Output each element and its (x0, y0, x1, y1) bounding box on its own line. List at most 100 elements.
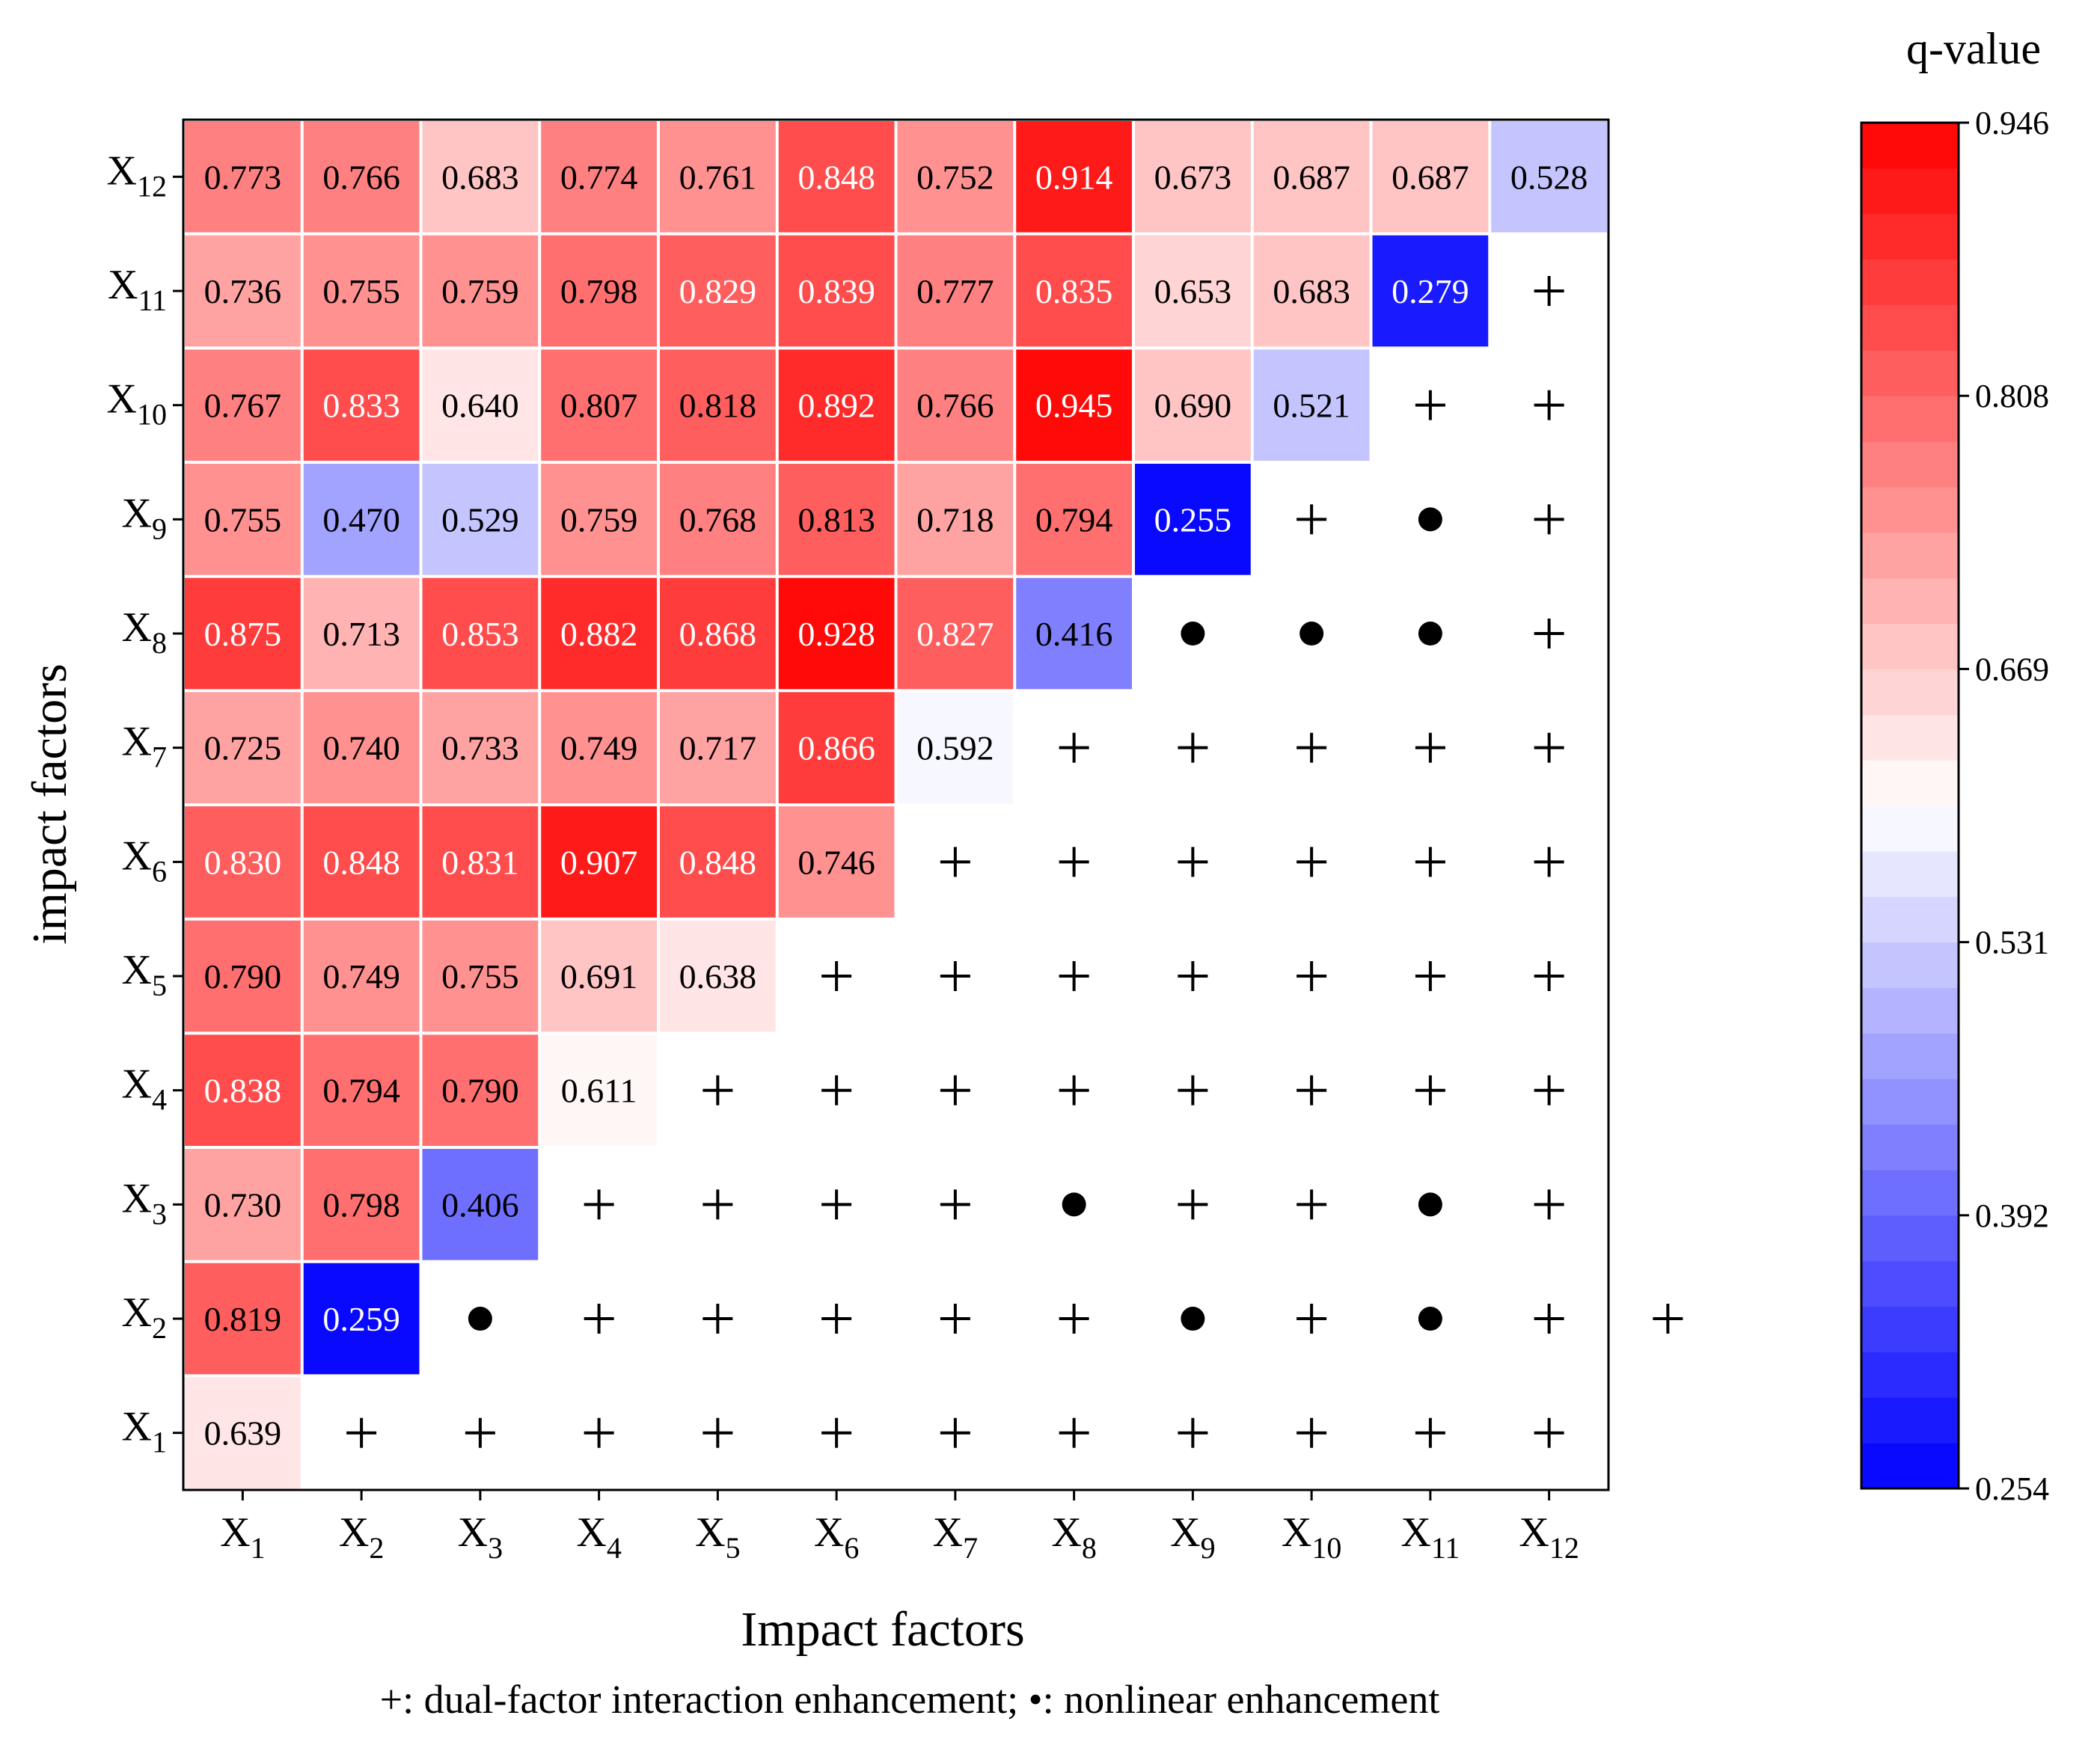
heatmap-cell (303, 349, 420, 461)
plus-marker (1534, 961, 1564, 992)
heatmap-cell (778, 806, 895, 918)
cell-value-label: 0.752 (916, 158, 994, 196)
cell-value-label: 0.853 (441, 615, 519, 653)
cell-value-label: 0.766 (322, 158, 400, 196)
colorbar-band (1861, 1397, 1959, 1444)
cell-value-label: 0.736 (204, 272, 282, 310)
heatmap-cell (541, 692, 657, 804)
cell-value-label: 0.882 (560, 615, 638, 653)
cell-value-label: 0.755 (204, 500, 282, 539)
cell-value-label: 0.255 (1154, 500, 1232, 539)
cell-value-label: 0.813 (798, 500, 875, 539)
colorbar-band (1861, 259, 1959, 306)
colorbar-band (1861, 806, 1959, 852)
plus-marker (1178, 1189, 1208, 1220)
plus-marker (821, 1075, 852, 1105)
cell-value-label: 0.767 (204, 387, 282, 425)
colorbar-band (1861, 1169, 1959, 1216)
heatmap-cell (422, 920, 539, 1032)
heatmap-cell (185, 806, 301, 918)
cell-value-label: 0.790 (204, 957, 282, 996)
heatmap-cell (303, 121, 420, 233)
heatmap-cells (185, 121, 1607, 1489)
colorbar-band (1861, 486, 1959, 533)
cell-value-label: 0.835 (1035, 272, 1113, 310)
cell-value-labels: 0.639 0.819 0.259 0.730 0.798 0.406 0.838 0.794… (204, 158, 1588, 1452)
cell-value-label: 0.907 (560, 843, 638, 881)
heatmap-cell (660, 464, 776, 575)
heatmap-cell (303, 464, 420, 575)
colorbar-band (1861, 850, 1959, 898)
plus-marker (940, 847, 970, 877)
heatmap-cell (660, 806, 776, 918)
heatmap-cell (422, 692, 539, 804)
heatmap-cell (660, 920, 776, 1032)
heatmap-cell (541, 464, 657, 575)
heatmap-cell (303, 1149, 420, 1260)
cell-value-label: 0.691 (560, 957, 638, 996)
heatmap-cell (185, 692, 301, 804)
heatmap-cell (422, 1149, 539, 1260)
plus-marker (1178, 1075, 1208, 1105)
heatmap-cell (778, 121, 895, 233)
cell-value-label: 0.717 (679, 729, 757, 767)
plus-marker (1059, 732, 1089, 763)
colorbar-band (1861, 1443, 1959, 1489)
cell-value-label: 0.690 (1154, 387, 1232, 425)
cell-value-label: 0.740 (322, 729, 400, 767)
heatmap-cell (185, 235, 301, 347)
y-tick-label: X10 (107, 376, 167, 432)
heatmap-cell (422, 577, 539, 690)
colorbar-band (1861, 942, 1959, 989)
heatmap-cell (778, 577, 895, 690)
plus-marker (1415, 961, 1445, 992)
dot-marker (1418, 622, 1442, 646)
plus-marker (1534, 1304, 1564, 1334)
heatmap-cell (303, 1034, 420, 1147)
cell-value-label: 0.768 (679, 500, 757, 539)
colorbar-tick-label: 0.808 (1975, 378, 2049, 414)
plus-marker (821, 1417, 852, 1448)
heatmap-cell (541, 235, 657, 347)
heatmap-cell (303, 577, 420, 690)
colorbar-band (1861, 1124, 1959, 1171)
x-tick-label: X11 (1400, 1509, 1460, 1565)
heatmap-cell (422, 806, 539, 918)
heatmap-cell (778, 349, 895, 461)
cell-value-label: 0.528 (1510, 158, 1588, 196)
cell-value-label: 0.818 (679, 387, 757, 425)
cell-value-label: 0.529 (441, 500, 519, 539)
colorbar-band (1861, 1306, 1959, 1352)
cell-value-label: 0.794 (1035, 500, 1113, 539)
cell-value-label: 0.875 (204, 615, 282, 653)
heatmap-cell (660, 692, 776, 804)
plus-marker (584, 1304, 614, 1334)
colorbar-band (1861, 1352, 1959, 1398)
colorbar-tick-label: 0.254 (1975, 1470, 2049, 1507)
cell-value-label: 0.733 (441, 729, 519, 767)
dot-marker (1418, 1192, 1442, 1217)
y-tick-label: X5 (122, 947, 167, 1002)
cell-value-label: 0.673 (1154, 158, 1232, 196)
cell-value-label: 0.833 (322, 387, 400, 425)
heatmap-cell (185, 1149, 301, 1260)
heatmap-cell (1253, 349, 1370, 461)
plot-frame (182, 118, 1610, 1491)
cell-value-label: 0.730 (204, 1186, 282, 1224)
cell-value-label: 0.713 (322, 615, 400, 653)
y-tick-label: X3 (122, 1175, 167, 1230)
plus-marker (1059, 1417, 1089, 1448)
y-axis-title: impact factors (22, 663, 77, 945)
plus-marker (1297, 732, 1327, 763)
colorbar: 0.946 0.808 0.669 0.531 0.392 0.254 (1860, 105, 2049, 1507)
plus-marker (1178, 961, 1208, 992)
colorbar-band (1861, 350, 1959, 396)
heatmap-cell (1372, 235, 1489, 347)
heatmap-cell (897, 464, 1014, 575)
plus-marker (1653, 1304, 1683, 1334)
cell-value-label: 0.829 (679, 272, 757, 310)
dot-marker (1181, 1307, 1205, 1331)
plus-marker (821, 961, 852, 992)
heatmap-cell (1253, 235, 1370, 347)
